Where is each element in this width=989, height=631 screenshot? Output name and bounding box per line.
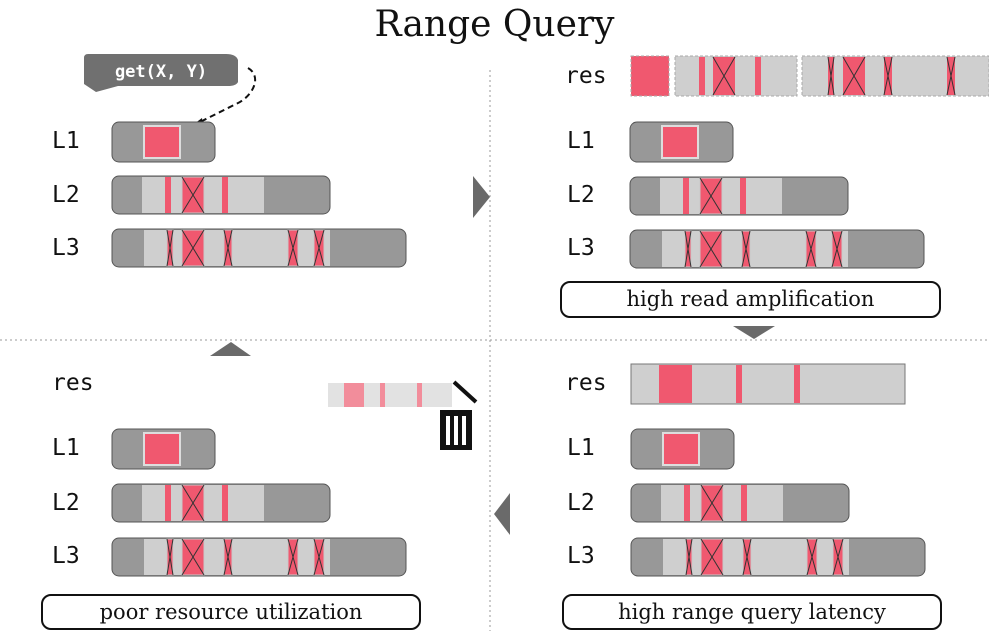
level-label-l1: L1: [52, 435, 80, 461]
level-block-l3: [111, 228, 407, 268]
level-label-l1: L1: [52, 128, 80, 154]
level-label-l2: L2: [567, 490, 595, 516]
level-block-l1: [629, 121, 734, 163]
level-block-l2: [630, 483, 850, 523]
page-title: Range Query: [374, 4, 615, 45]
level-label-l1: L1: [567, 128, 595, 154]
level-label-l3: L3: [567, 235, 595, 261]
level-block-l3: [630, 537, 926, 577]
res-label: res: [565, 370, 607, 396]
level-label-l2: L2: [52, 490, 80, 516]
arrow-right-icon: [473, 176, 490, 218]
trash-icon: [440, 380, 478, 450]
arrow-left-icon: [494, 493, 510, 535]
caption-high-range-query-latency: high range query latency: [562, 594, 942, 630]
discarded-res-buffer: [328, 383, 452, 407]
level-label-l2: L2: [567, 182, 595, 208]
level-block-l1: [111, 121, 216, 163]
query-label: get(X, Y): [115, 62, 207, 82]
level-label-l3: L3: [567, 543, 595, 569]
level-block-l1: [630, 428, 735, 470]
level-block-l1: [111, 428, 216, 470]
caption-high-read-amplification: high read amplification: [560, 281, 941, 318]
res-buffer: [630, 363, 906, 405]
level-block-l2: [111, 483, 331, 523]
level-block-l3: [111, 537, 407, 577]
res-buffer: [630, 55, 989, 97]
arrow-up-icon: [210, 342, 251, 356]
level-block-l3: [629, 229, 925, 269]
level-block-l2: [629, 176, 849, 216]
arrow-down-icon: [733, 326, 775, 339]
level-label-l1: L1: [567, 435, 595, 461]
caption-poor-resource-utilization: poor resource utilization: [41, 594, 421, 630]
level-label-l3: L3: [52, 543, 80, 569]
res-label: res: [52, 370, 94, 396]
level-label-l2: L2: [52, 182, 80, 208]
query-bubble: [84, 54, 238, 92]
res-label: res: [565, 63, 607, 89]
level-label-l3: L3: [52, 235, 80, 261]
level-block-l2: [111, 175, 331, 215]
query-pointer-arrow: [195, 67, 257, 125]
